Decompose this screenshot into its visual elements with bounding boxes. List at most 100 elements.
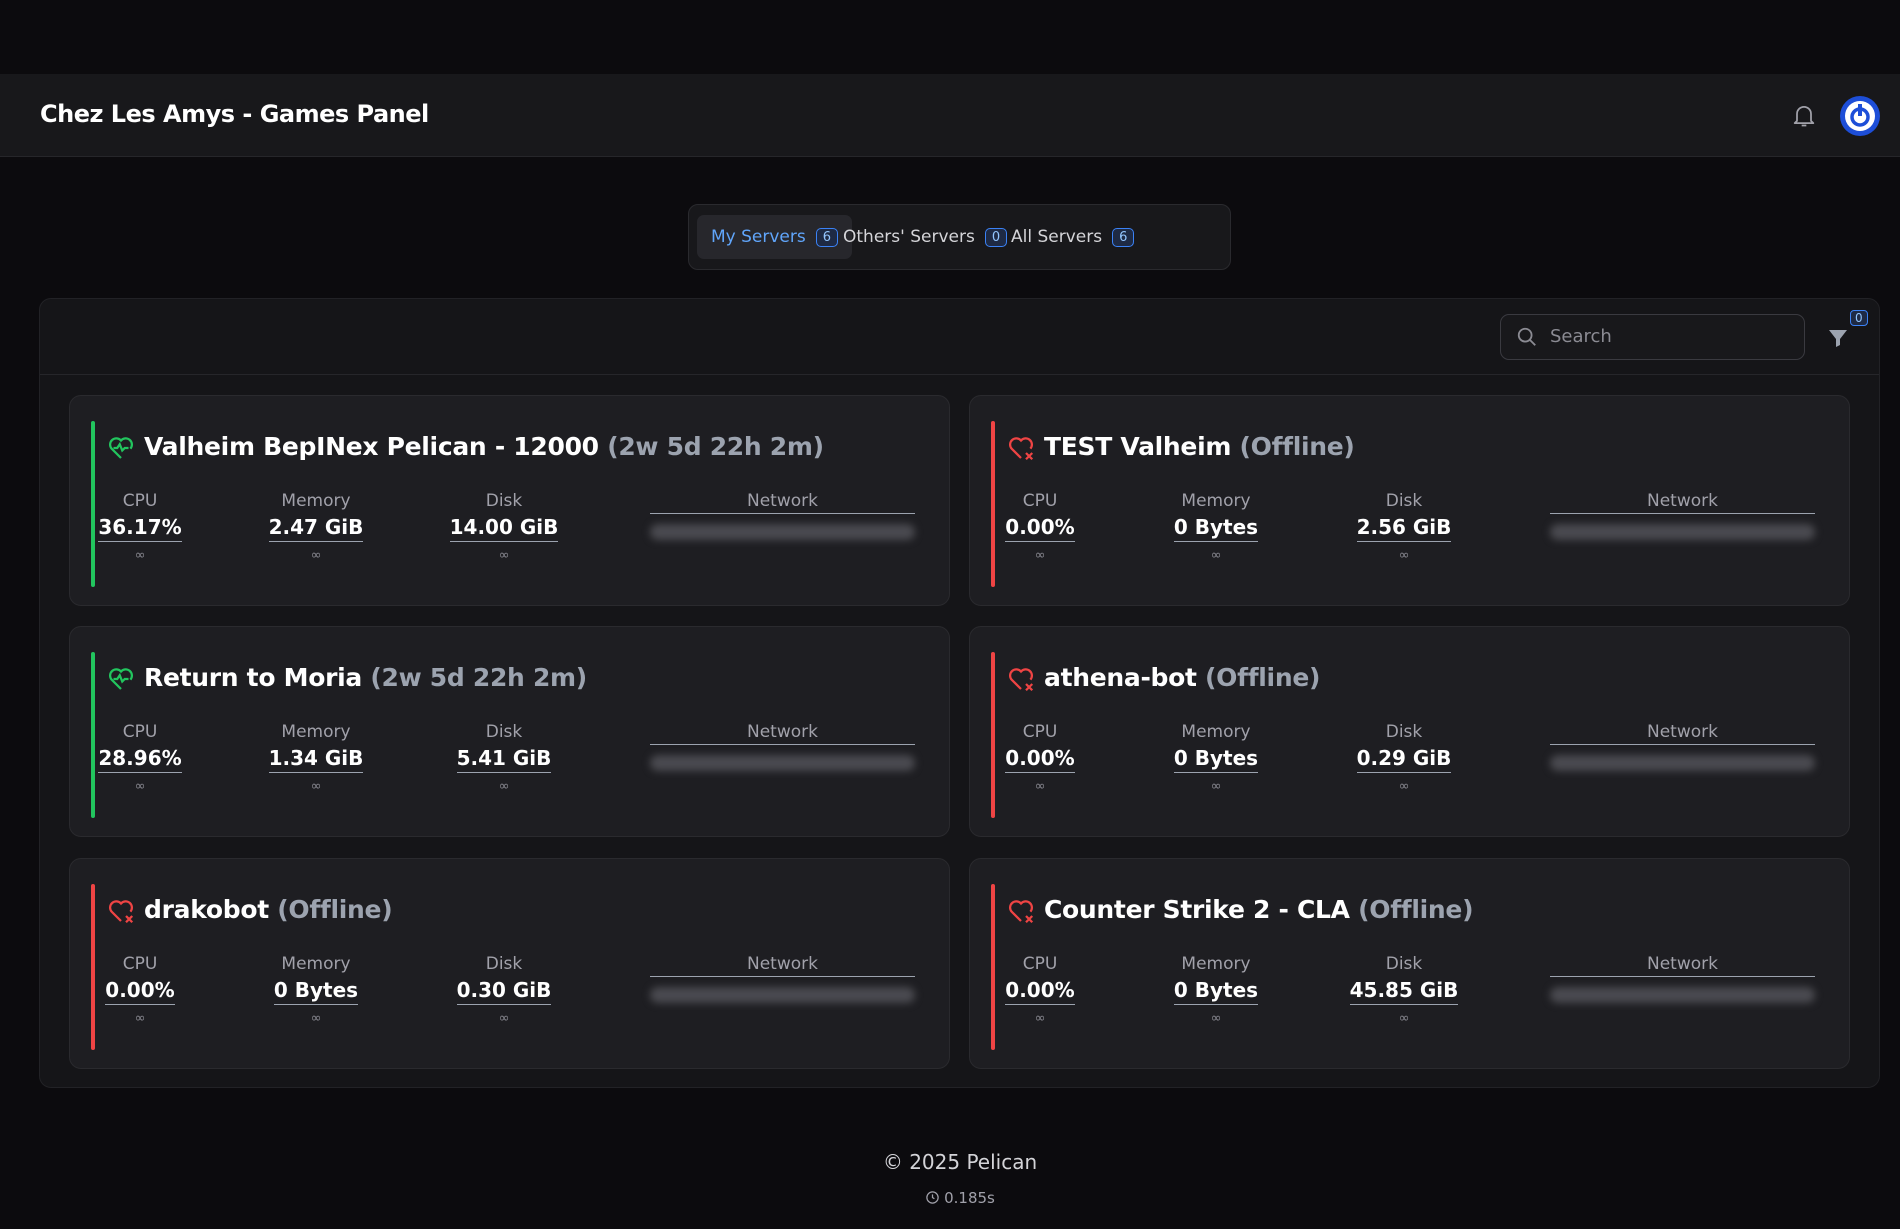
stat-limit: ∞: [1034, 548, 1046, 563]
search-icon: [1517, 327, 1536, 346]
server-name: athena-bot: [1044, 663, 1197, 692]
stat-limit: ∞: [1034, 1011, 1046, 1026]
stat-label: Disk: [1385, 491, 1423, 511]
status-icon-wrap: [1006, 896, 1036, 930]
network-redacted: [650, 524, 915, 540]
server-card[interactable]: drakobot (Offline) CPU 0.00% ∞ Memory 0 Bytes…: [69, 858, 950, 1069]
network: Network: [1550, 954, 1815, 1003]
stat-label: Memory: [1181, 954, 1251, 974]
stat-limit: ∞: [310, 779, 322, 794]
network-label: Network: [1550, 491, 1815, 514]
server-status: (2w 5d 22h 2m): [607, 432, 824, 461]
stat-label: Disk: [485, 954, 523, 974]
stat-limit: ∞: [1398, 548, 1410, 563]
server-name: Return to Moria: [144, 663, 362, 692]
server-card[interactable]: TEST Valheim (Offline) CPU 0.00% ∞ Memory 0 B…: [969, 395, 1850, 606]
tab[interactable]: My Servers 6: [697, 215, 853, 259]
status-icon: [1009, 900, 1034, 924]
stat-label: CPU: [122, 954, 158, 974]
server-status: (Offline): [1205, 663, 1321, 692]
server-status: (2w 5d 22h 2m): [370, 663, 587, 692]
stat: Memory 2.47 GiB ∞: [226, 491, 406, 563]
network-label: Network: [1550, 722, 1815, 745]
stat-value: 5.41 GiB: [456, 746, 552, 773]
stat: CPU 0.00% ∞: [50, 954, 230, 1026]
tab[interactable]: All Servers 6: [997, 215, 1148, 259]
stat-label: Disk: [1385, 954, 1423, 974]
search-placeholder: Search: [1550, 326, 1612, 347]
status-bar: [991, 884, 995, 1050]
stat: Disk 0.30 GiB ∞: [414, 954, 594, 1026]
server-status: (Offline): [277, 895, 393, 924]
stat-label: CPU: [122, 491, 158, 511]
header-bar: [0, 74, 1900, 157]
stat: CPU 0.00% ∞: [950, 491, 1130, 563]
server-name: Valheim BepINex Pelican - 12000: [144, 432, 599, 461]
stat-limit: ∞: [498, 548, 510, 563]
notifications-icon[interactable]: [1790, 101, 1818, 129]
stat: CPU 0.00% ∞: [950, 954, 1130, 1026]
render-time: 0.185s: [0, 1189, 1900, 1207]
stat-value: 36.17%: [98, 515, 182, 542]
tab-count: 0: [984, 227, 1008, 247]
stat-label: CPU: [1022, 954, 1058, 974]
search-input[interactable]: [1500, 314, 1805, 360]
tab-count: 6: [815, 227, 839, 247]
status-icon: [109, 668, 133, 690]
user-avatar[interactable]: [1839, 95, 1881, 137]
stat-limit: ∞: [1398, 1011, 1410, 1026]
status-icon: [109, 437, 133, 459]
stat: Disk 5.41 GiB ∞: [414, 722, 594, 794]
stat-value: 0 Bytes: [1173, 746, 1259, 773]
status-bar: [91, 884, 95, 1050]
stat-limit: ∞: [498, 1011, 510, 1026]
stat-value: 0 Bytes: [1173, 978, 1259, 1005]
stat-value: 0.29 GiB: [1356, 746, 1452, 773]
server-card[interactable]: athena-bot (Offline) CPU 0.00% ∞ Memory 0 Byt…: [969, 626, 1850, 837]
stat-limit: ∞: [134, 779, 146, 794]
server-title: athena-bot (Offline): [1044, 663, 1320, 692]
network-redacted: [1550, 987, 1815, 1003]
stat-value: 45.85 GiB: [1349, 978, 1459, 1005]
stat-label: CPU: [1022, 722, 1058, 742]
stat: Disk 45.85 GiB ∞: [1314, 954, 1494, 1026]
stat-limit: ∞: [1210, 548, 1222, 563]
stat: Memory 0 Bytes ∞: [1126, 491, 1306, 563]
stat-value: 0.30 GiB: [456, 978, 552, 1005]
copyright: © 2025 Pelican: [882, 1150, 1038, 1174]
server-card[interactable]: Return to Moria (2w 5d 22h 2m) CPU 28.96% ∞…: [69, 626, 950, 837]
stat: Memory 0 Bytes ∞: [1126, 722, 1306, 794]
network-redacted: [650, 987, 915, 1003]
panel-title[interactable]: Chez Les Amys - Games Panel: [40, 100, 429, 128]
status-icon: [109, 900, 134, 924]
stat-value: 1.34 GiB: [268, 746, 364, 773]
status-bar: [91, 652, 95, 818]
stat-limit: ∞: [1034, 779, 1046, 794]
status-bar: [91, 421, 95, 587]
stat-value: 0 Bytes: [1173, 515, 1259, 542]
stat-label: Memory: [281, 722, 351, 742]
network-label: Network: [650, 722, 915, 745]
stat: CPU 28.96% ∞: [50, 722, 230, 794]
stat-value: 0 Bytes: [273, 978, 359, 1005]
tab-label: My Servers: [711, 227, 806, 247]
network: Network: [1550, 491, 1815, 540]
stat-limit: ∞: [1210, 1011, 1222, 1026]
status-icon-wrap: [1006, 664, 1036, 698]
network-label: Network: [1550, 954, 1815, 977]
stat-limit: ∞: [134, 1011, 146, 1026]
network-redacted: [1550, 755, 1815, 771]
filter-button[interactable]: [1826, 326, 1850, 350]
server-title: Valheim BepINex Pelican - 12000 (2w 5d 2…: [144, 432, 824, 461]
server-card[interactable]: Valheim BepINex Pelican - 12000 (2w 5d 2…: [69, 395, 950, 606]
stat-value: 2.56 GiB: [1356, 515, 1452, 542]
stat-value: 2.47 GiB: [268, 515, 364, 542]
stat-label: Disk: [485, 491, 523, 511]
stat-label: Disk: [1385, 722, 1423, 742]
tab[interactable]: Others' Servers 0: [829, 215, 1021, 259]
server-card[interactable]: Counter Strike 2 - CLA (Offline) CPU 0.00%…: [969, 858, 1850, 1069]
tab-count: 6: [1112, 227, 1135, 247]
tab-label: All Servers: [1011, 227, 1103, 247]
stat: Memory 1.34 GiB ∞: [226, 722, 406, 794]
